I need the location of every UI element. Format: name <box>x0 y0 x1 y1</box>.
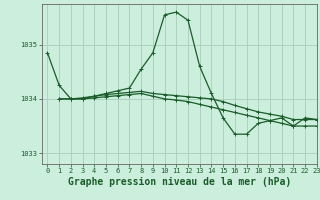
X-axis label: Graphe pression niveau de la mer (hPa): Graphe pression niveau de la mer (hPa) <box>68 177 291 187</box>
